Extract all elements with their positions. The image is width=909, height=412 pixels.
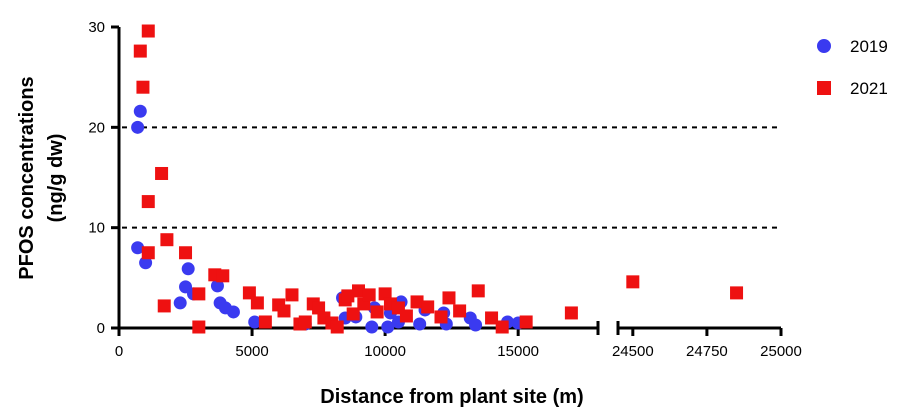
point-2021-7	[160, 233, 174, 247]
point-2021-41	[453, 304, 467, 318]
point-2021-22	[312, 301, 326, 315]
point-2021-3	[141, 195, 155, 209]
point-2021-45	[519, 315, 533, 329]
point-2021-36	[399, 309, 413, 323]
point-2021-0	[133, 44, 147, 58]
point-2021-5	[155, 166, 169, 180]
point-2021-20	[298, 315, 312, 329]
legend-marker-2019	[817, 39, 831, 53]
legend-label-2019: 2019	[850, 37, 888, 56]
point-2021-46	[564, 306, 578, 320]
point-2021-12	[216, 269, 230, 283]
point-2021-18	[285, 288, 299, 302]
point-2021-1	[136, 80, 150, 94]
point-2019-17	[365, 320, 379, 334]
point-2021-17	[277, 304, 291, 318]
point-2019-28	[469, 318, 483, 332]
point-2021-40	[442, 291, 456, 305]
y-tick-label-30: 30	[88, 19, 105, 36]
point-2021-2	[141, 24, 155, 38]
point-2021-14	[250, 296, 264, 310]
point-2019-1	[133, 104, 147, 118]
point-2021-8	[179, 246, 193, 260]
point-2019-11	[226, 305, 240, 319]
y-axis-title-line1: PFOS concentrations	[16, 76, 38, 279]
x-tick-label-0: 0	[115, 343, 123, 360]
point-2021-27	[341, 289, 355, 303]
y-tick-label-10: 10	[88, 220, 105, 237]
point-2021-25	[330, 320, 344, 334]
point-2021-15	[258, 315, 272, 329]
point-2019-8	[210, 279, 224, 293]
point-2021-33	[378, 287, 392, 301]
point-2021-44	[495, 320, 509, 334]
point-2021-9	[192, 320, 206, 334]
reference-lines	[122, 126, 781, 229]
data-points	[131, 24, 744, 334]
point-2019-6	[181, 262, 195, 276]
point-2021-13	[242, 286, 256, 300]
point-2019-4	[173, 296, 187, 310]
point-2021-29	[352, 284, 365, 298]
point-2021-43	[485, 311, 499, 325]
legend: 2019 2021	[817, 37, 888, 98]
y-tick-label-0: 0	[97, 320, 105, 337]
point-2021-39	[434, 310, 448, 324]
y-tick-label-20: 20	[88, 119, 105, 136]
x-tick-label-5000: 5000	[235, 343, 268, 360]
x-tick-label-24500: 24500	[612, 343, 654, 360]
x-tick-label-15000: 15000	[497, 343, 539, 360]
point-2021-10	[192, 287, 206, 301]
point-2021-42	[471, 284, 485, 298]
point-2021-6	[157, 299, 171, 313]
point-2021-32	[370, 305, 384, 319]
point-2021-37	[410, 295, 424, 309]
point-2021-47	[626, 275, 640, 289]
legend-marker-2021	[817, 81, 831, 95]
point-2019-23	[413, 317, 427, 331]
x-tick-label-24750: 24750	[686, 343, 728, 360]
y-axis-title-line2: (ng/g dw)	[45, 134, 67, 223]
x-axis-title: Distance from plant site (m)	[320, 386, 583, 408]
point-2021-31	[362, 288, 376, 302]
x-tick-label-10000: 10000	[364, 343, 406, 360]
point-2019-19	[381, 320, 395, 334]
point-2021-38	[421, 300, 435, 314]
point-2019-12	[248, 315, 262, 329]
legend-label-2021: 2021	[850, 79, 888, 98]
point-2021-48	[730, 286, 744, 300]
point-2021-28	[346, 307, 360, 321]
point-2021-4	[141, 246, 155, 260]
point-2019-0	[131, 120, 145, 134]
point-2019-2	[131, 241, 145, 255]
point-2019-3	[139, 256, 153, 270]
x-tick-label-25000: 25000	[760, 343, 802, 360]
